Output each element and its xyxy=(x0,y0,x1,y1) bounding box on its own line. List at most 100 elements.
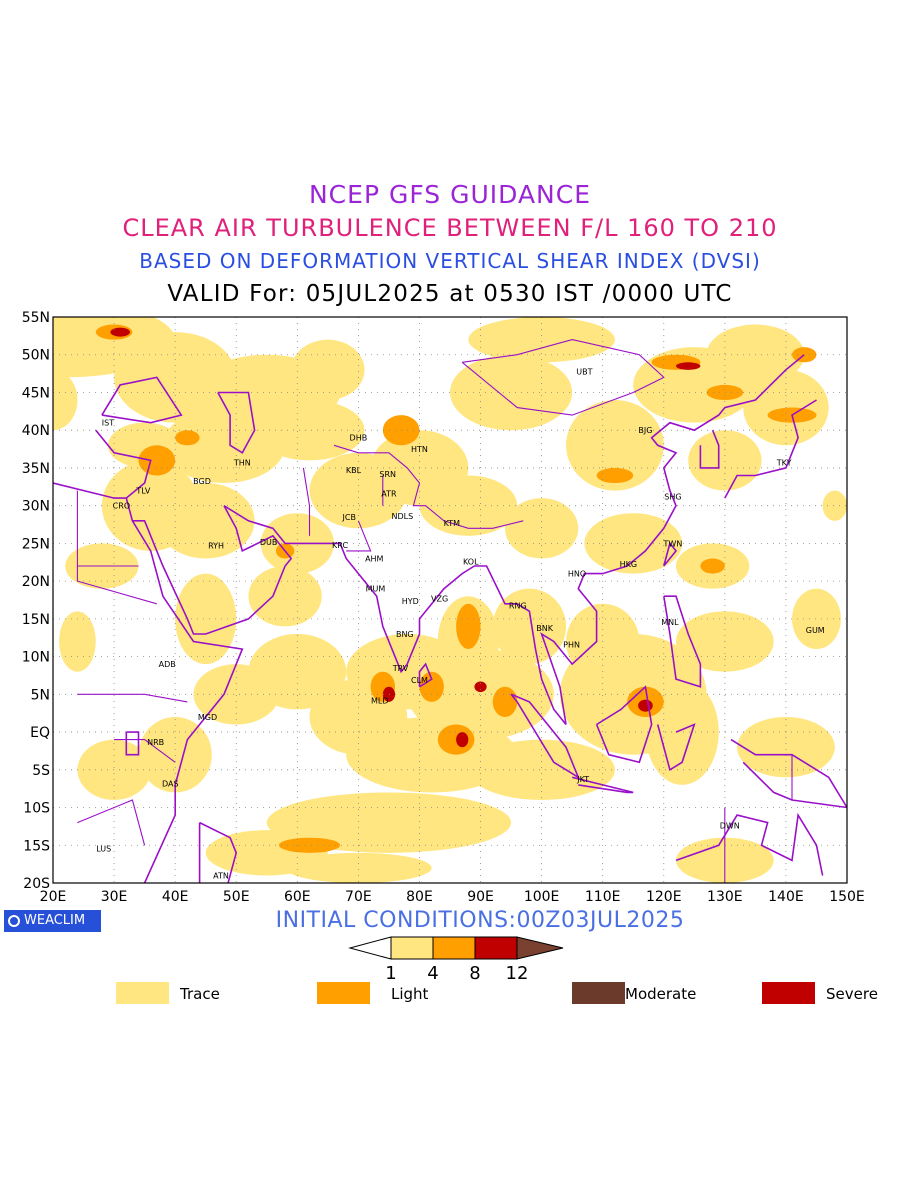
coastline xyxy=(730,738,847,809)
title-method: BASED ON DEFORMATION VERTICAL SHEAR INDE… xyxy=(139,249,761,273)
legend-swatch-light xyxy=(317,982,370,1004)
station-label: NDLS xyxy=(392,512,414,521)
station-label: KOL xyxy=(463,558,479,567)
turbulence-trace-area xyxy=(266,792,512,853)
station-label: TRV xyxy=(392,664,409,673)
turbulence-trace-area xyxy=(156,483,255,559)
lat-tick-label: 25N xyxy=(22,536,50,552)
station-label: HNO xyxy=(568,570,586,579)
coastline xyxy=(198,821,238,883)
lon-tick-label: 130E xyxy=(707,889,743,905)
lat-tick-label: EQ xyxy=(30,725,50,741)
station-label: GUM xyxy=(806,626,825,635)
lat-tick-label: 20N xyxy=(22,574,50,590)
lon-tick-label: 60E xyxy=(284,889,311,905)
lat-tick-label: 20S xyxy=(23,876,50,892)
station-labels: UBT IST BJG DHB HTN THN KBL SRN TKY TLV BGD ATR SHG C… xyxy=(96,367,825,880)
weaclim-badge: WEACLIM xyxy=(4,910,101,932)
station-label: ATN xyxy=(213,871,229,880)
turbulence-field xyxy=(53,317,847,883)
coastline xyxy=(572,776,634,794)
station-label: DHB xyxy=(350,434,368,443)
coastlines-borders xyxy=(53,339,847,883)
turbulence-severe-area xyxy=(474,681,487,693)
station-label: MUM xyxy=(366,585,386,594)
turbulence-trace-area xyxy=(737,716,835,778)
lon-tick-label: 70E xyxy=(345,889,372,905)
lat-tick-label: 30N xyxy=(22,499,50,515)
station-label: MLD xyxy=(371,696,389,705)
colorbar-max-arrow xyxy=(516,936,564,960)
legend-label-severe: Severe xyxy=(826,985,878,1003)
coastline xyxy=(53,482,244,883)
coastline xyxy=(724,399,817,499)
plot-frame xyxy=(52,316,848,884)
station-label: DWN xyxy=(720,822,740,831)
coastline xyxy=(656,723,696,772)
turbulence-trace-area xyxy=(492,588,567,665)
station-label: ATR xyxy=(381,490,397,499)
colorbar-tick: 4 xyxy=(427,963,438,984)
colorbar-swatch xyxy=(390,936,434,960)
station-label: VZG xyxy=(431,594,448,603)
legend-swatch-moderate xyxy=(572,982,625,1004)
station-label: ADB xyxy=(159,660,176,669)
turbulence-trace-area xyxy=(822,490,847,521)
turbulence-trace-area xyxy=(77,739,151,800)
turbulence-trace-area xyxy=(248,566,322,627)
station-label: RNG xyxy=(509,601,527,610)
turbulence-trace-area xyxy=(419,475,518,536)
country-border xyxy=(77,693,188,703)
station-label: HYD xyxy=(402,597,419,606)
lon-tick-label: 80E xyxy=(406,889,433,905)
station-label: KTM xyxy=(444,519,461,528)
station-label: TKY xyxy=(776,459,792,468)
turbulence-severe-area xyxy=(110,327,130,337)
station-label: AHM xyxy=(365,554,383,563)
turbulence-light-area xyxy=(706,384,744,401)
station-label: LUS xyxy=(96,844,111,853)
turbulence-trace-area xyxy=(291,339,365,401)
colorbar: 1 4 8 12 xyxy=(348,936,564,984)
turbulence-trace-area xyxy=(688,430,762,491)
coastline xyxy=(132,505,293,635)
colorbar-swatch xyxy=(474,936,518,960)
turbulence-trace-area xyxy=(193,664,279,725)
coastline xyxy=(663,595,702,688)
lon-tick-label: 20E xyxy=(40,889,67,905)
legend-label-trace: Trace xyxy=(180,985,220,1003)
station-label: HTN xyxy=(411,445,428,454)
station-label: SRN xyxy=(379,470,396,479)
axis-labels: 55N 50N 45N 40N 35N 30N 25N 20N 15N 10N 5N EQ 5S 10S 1… xyxy=(22,310,865,905)
lon-tick-label: 110E xyxy=(585,889,621,905)
badge-label: WEACLIM xyxy=(24,913,86,928)
lat-tick-label: 40N xyxy=(22,423,50,439)
station-label: CRO xyxy=(113,502,130,511)
station-label: BNG xyxy=(396,630,414,639)
title-valid-time: VALID For: 05JUL2025 at 0530 IST /0000 U… xyxy=(167,281,733,307)
station-label: THN xyxy=(233,459,251,468)
country-border xyxy=(302,467,311,536)
colorbar-swatch xyxy=(432,936,476,960)
country-border xyxy=(114,739,176,763)
turbulence-trace-area xyxy=(59,611,96,672)
title-model: NCEP GFS GUIDANCE xyxy=(308,180,591,209)
coastline xyxy=(595,685,653,764)
station-label: RYH xyxy=(208,542,224,551)
lat-tick-label: 55N xyxy=(22,310,50,326)
station-label: JKT xyxy=(576,775,589,784)
turbulence-trace-area xyxy=(504,498,579,559)
lon-tick-label: 40E xyxy=(162,889,189,905)
lon-tick-label: 50E xyxy=(223,889,250,905)
lat-tick-label: 15N xyxy=(22,612,50,628)
turbulence-light-area xyxy=(437,724,475,755)
lat-tick-label: 35N xyxy=(22,461,50,477)
station-label: DUB xyxy=(260,538,278,547)
turbulence-severe-area xyxy=(675,362,701,370)
coastline xyxy=(418,662,433,688)
colorbar-tick: 8 xyxy=(469,963,480,984)
turbulence-trace-area xyxy=(450,354,573,431)
coastline xyxy=(101,376,183,424)
colorbar-tick: 1 xyxy=(385,963,396,984)
station-label: MGD xyxy=(198,713,217,722)
